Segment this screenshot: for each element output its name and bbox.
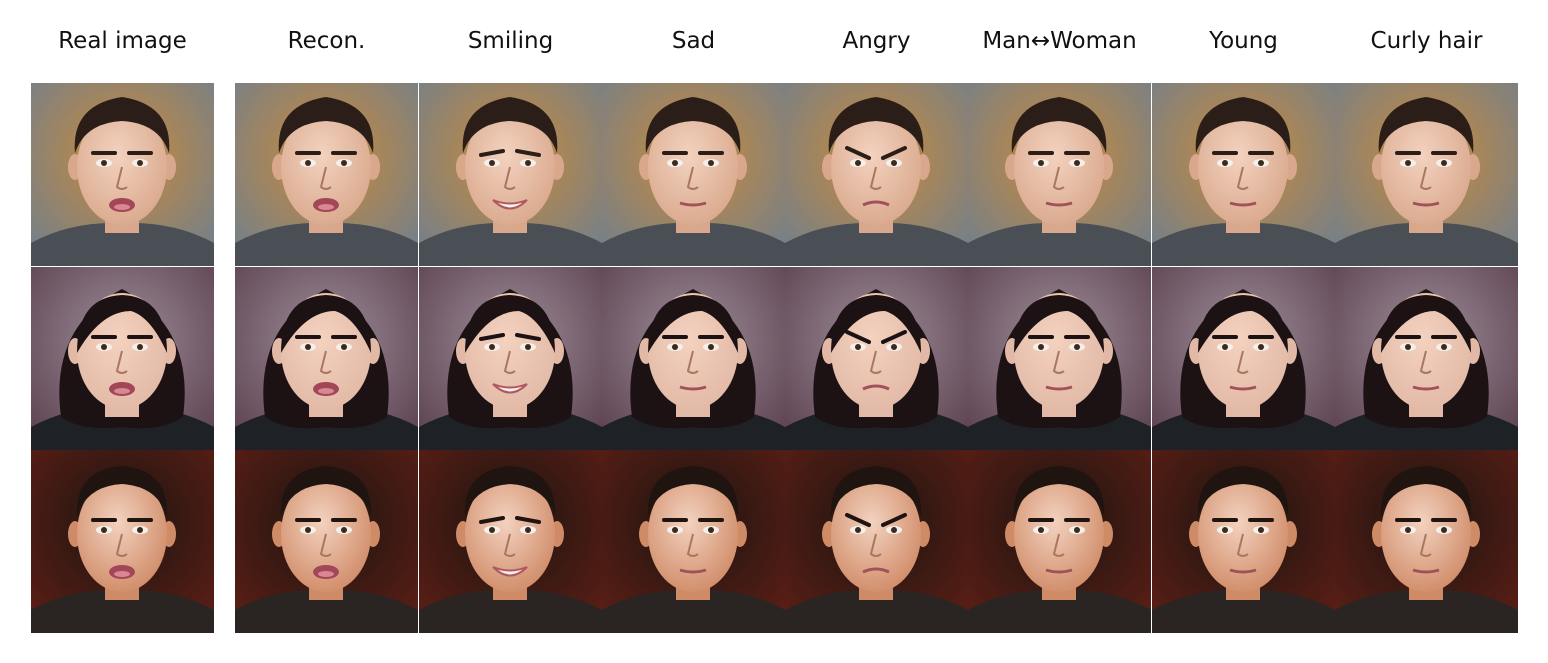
- face-image-r2-c6: [1152, 450, 1335, 633]
- face-image-r2-c2: [419, 450, 602, 633]
- column-header-5: Man↔Woman: [982, 28, 1137, 54]
- face-photo: [968, 83, 1151, 266]
- column-header-2: Smiling: [467, 28, 554, 54]
- face-photo: [602, 267, 785, 450]
- face-photo: [1152, 450, 1335, 633]
- face-photo: [968, 267, 1151, 450]
- face-image-r0-c6: [1152, 83, 1335, 266]
- face-image-r1-c7: [1335, 267, 1518, 450]
- face-photo: [419, 450, 602, 633]
- face-photo: [602, 450, 785, 633]
- face-image-r0-c2: [419, 83, 602, 266]
- column-header-6: Young: [1209, 28, 1278, 54]
- face-photo: [785, 267, 968, 450]
- face-image-r0-c5: [968, 83, 1151, 266]
- face-image-r2-c0: [31, 450, 214, 633]
- face-photo: [419, 267, 602, 450]
- column-header-4: Angry: [842, 28, 911, 54]
- face-image-r1-c5: [968, 267, 1151, 450]
- face-photo: [1335, 83, 1518, 266]
- face-image-r1-c4: [785, 267, 968, 450]
- face-photo: [1335, 267, 1518, 450]
- face-photo: [31, 267, 214, 450]
- face-photo: [785, 450, 968, 633]
- face-image-r1-c6: [1152, 267, 1335, 450]
- face-image-r1-c1: [235, 267, 418, 450]
- face-image-r0-c7: [1335, 83, 1518, 266]
- face-image-r0-c1: [235, 83, 418, 266]
- face-image-r0-c4: [785, 83, 968, 266]
- face-image-r2-c5: [968, 450, 1151, 633]
- face-photo: [968, 450, 1151, 633]
- face-photo: [31, 450, 214, 633]
- face-photo: [1335, 450, 1518, 633]
- column-header-0: Real image: [58, 28, 187, 54]
- face-photo: [1152, 267, 1335, 450]
- face-image-r1-c0: [31, 267, 214, 450]
- face-image-r2-c7: [1335, 450, 1518, 633]
- face-image-r2-c1: [235, 450, 418, 633]
- face-image-r1-c3: [602, 267, 785, 450]
- face-image-r2-c3: [602, 450, 785, 633]
- face-photo: [235, 83, 418, 266]
- column-header-7: Curly hair: [1370, 28, 1483, 54]
- face-photo: [1152, 83, 1335, 266]
- face-image-r0-c3: [602, 83, 785, 266]
- column-header-1: Recon.: [287, 28, 366, 54]
- face-photo: [602, 83, 785, 266]
- column-header-3: Sad: [671, 28, 716, 54]
- face-photo: [235, 267, 418, 450]
- face-photo: [419, 83, 602, 266]
- face-image-r2-c4: [785, 450, 968, 633]
- face-photo: [235, 450, 418, 633]
- face-image-r0-c0: [31, 83, 214, 266]
- face-image-r1-c2: [419, 267, 602, 450]
- face-photo: [785, 83, 968, 266]
- face-photo: [31, 83, 214, 266]
